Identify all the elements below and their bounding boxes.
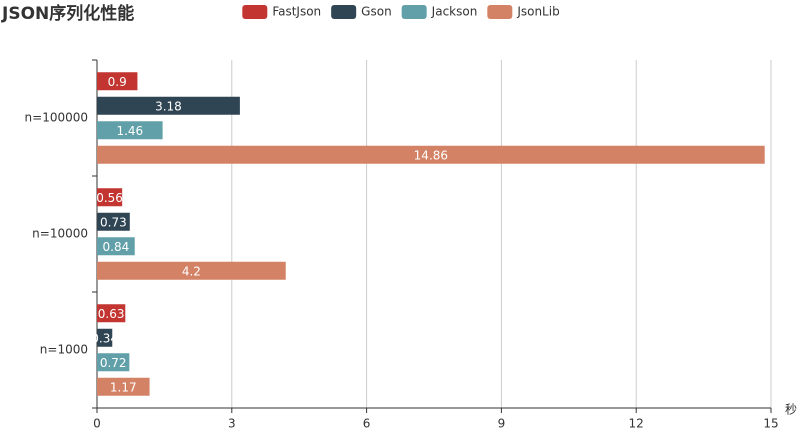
bar bbox=[97, 96, 240, 115]
legend-label: JsonLib bbox=[516, 5, 559, 19]
x-tick-label: 12 bbox=[629, 417, 644, 431]
bar bbox=[97, 353, 130, 372]
value-label: 1.46 bbox=[116, 124, 143, 138]
bar bbox=[97, 328, 113, 347]
value-label: 0.34 bbox=[91, 331, 118, 345]
legend-swatch bbox=[487, 5, 513, 19]
x-tick-label: 9 bbox=[498, 417, 506, 431]
legend-swatch bbox=[331, 5, 357, 19]
value-label: 14.86 bbox=[414, 148, 448, 162]
bar bbox=[97, 72, 138, 91]
value-label: 0.63 bbox=[98, 307, 125, 321]
bar bbox=[97, 304, 126, 323]
value-label: 0.9 bbox=[108, 75, 127, 89]
value-label: 3.18 bbox=[155, 99, 182, 113]
legend-label: FastJson bbox=[272, 5, 321, 19]
y-tick-label: n=1000 bbox=[40, 343, 88, 357]
x-tick-label: 3 bbox=[228, 417, 236, 431]
legend-label: Gson bbox=[361, 5, 392, 19]
bar bbox=[97, 121, 163, 140]
legend-swatch bbox=[401, 5, 427, 19]
value-label: 0.84 bbox=[103, 240, 130, 254]
legend-label: Jackson bbox=[431, 5, 478, 19]
bar bbox=[97, 377, 150, 396]
x-tick-label: 6 bbox=[363, 417, 371, 431]
bar bbox=[97, 261, 286, 280]
value-label: 4.2 bbox=[182, 264, 201, 278]
x-tick-label: 15 bbox=[763, 417, 778, 431]
bar bbox=[97, 188, 123, 207]
bar bbox=[97, 145, 765, 164]
x-axis-label: 秒 bbox=[785, 403, 797, 417]
bar bbox=[97, 237, 135, 256]
x-tick-label: 0 bbox=[93, 417, 101, 431]
legend-swatch bbox=[242, 5, 268, 19]
value-label: 0.72 bbox=[100, 356, 127, 370]
value-label: 1.17 bbox=[110, 380, 137, 394]
y-tick-label: n=100000 bbox=[25, 111, 88, 125]
bar bbox=[97, 212, 130, 231]
chart-title: JSON序列化性能 bbox=[1, 3, 134, 24]
value-label: 0.56 bbox=[96, 191, 123, 205]
value-label: 0.73 bbox=[100, 215, 127, 229]
y-tick-label: n=10000 bbox=[32, 227, 88, 241]
